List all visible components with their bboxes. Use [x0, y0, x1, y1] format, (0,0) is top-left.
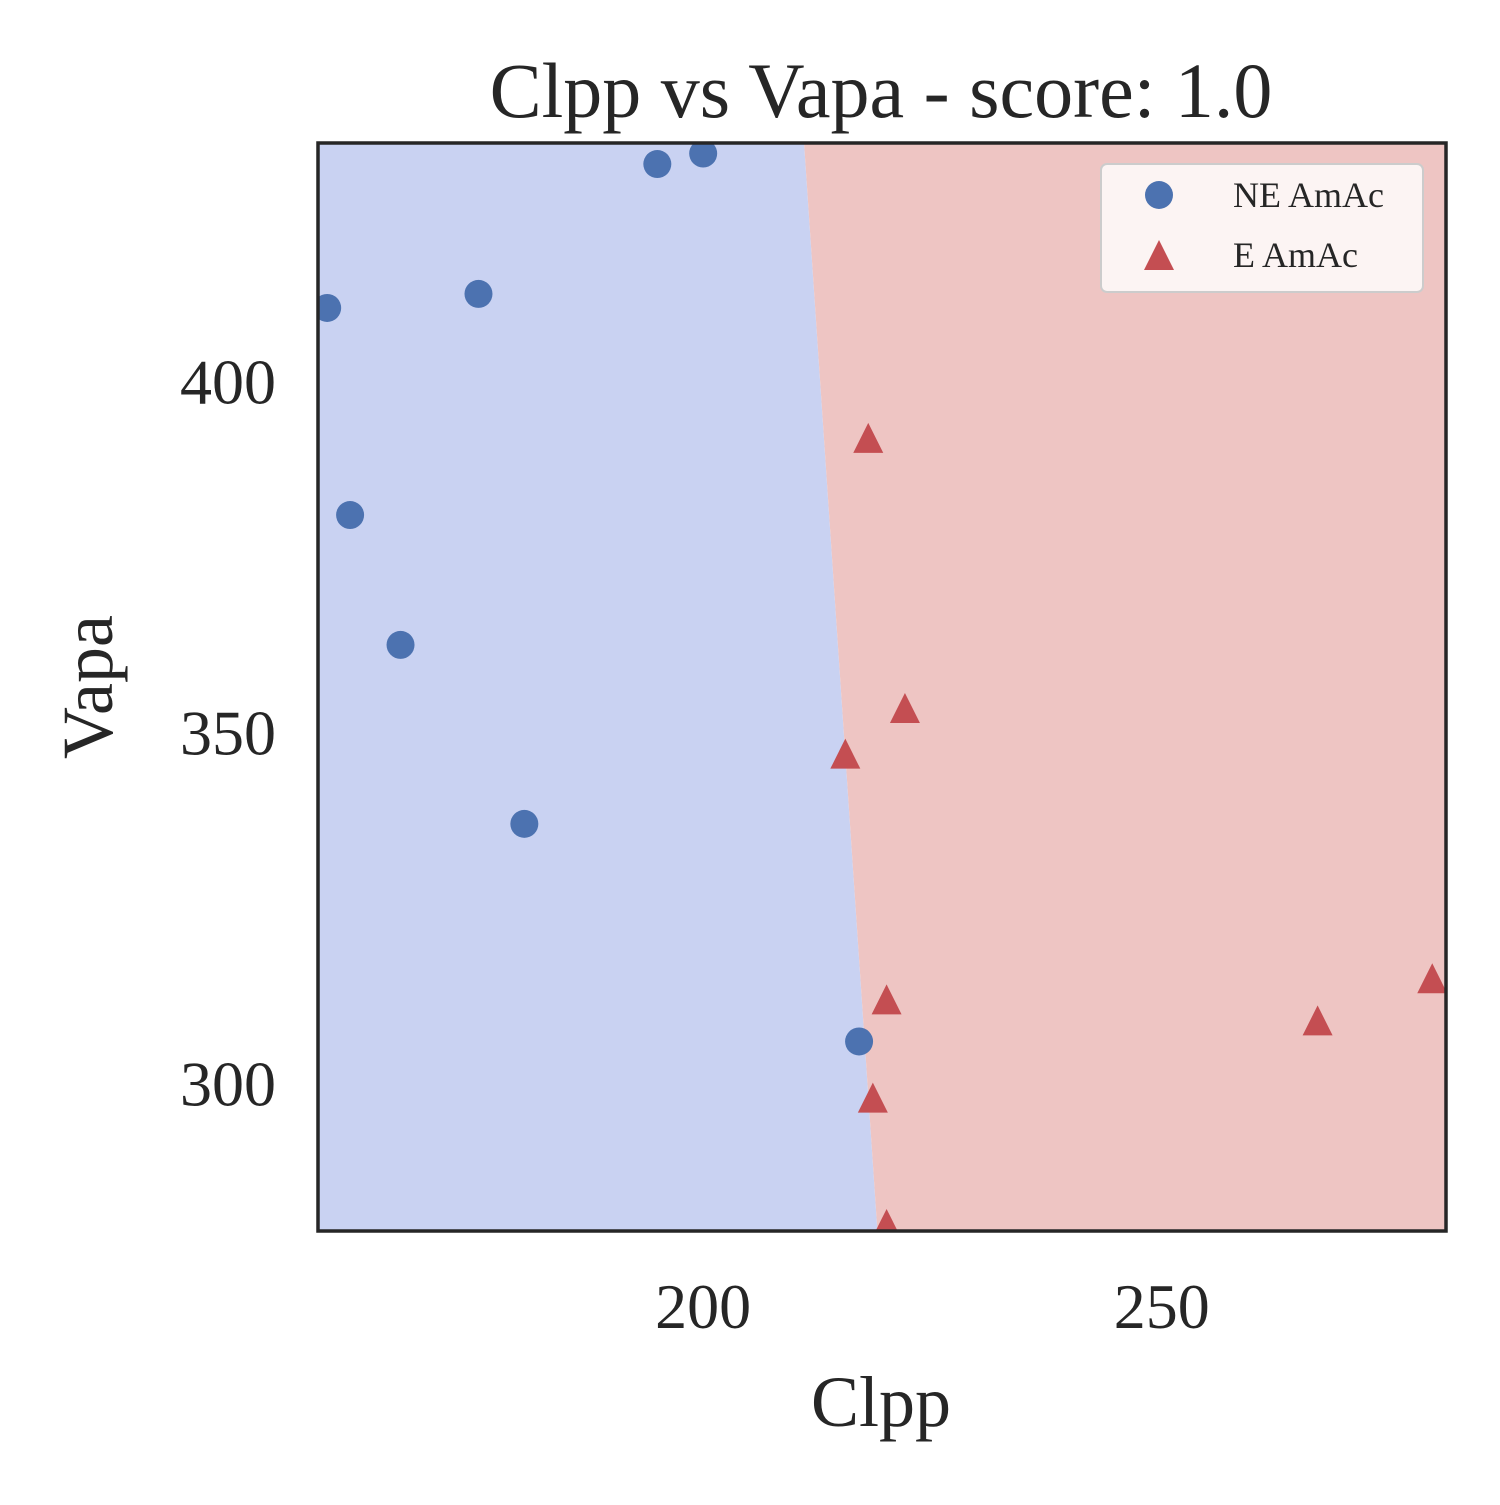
x-tick-label: 250 — [1114, 1271, 1210, 1342]
point-e-amac — [857, 1082, 888, 1113]
point-ne-amac — [336, 501, 365, 530]
x-tick-labels: 200 250 — [655, 1271, 1210, 1342]
point-ne-amac — [318, 293, 342, 322]
legend-label: E AmAc — [1233, 235, 1358, 275]
legend-box — [1100, 163, 1424, 293]
chart-title: Clpp vs Vapa - score: 1.0 — [490, 47, 1273, 134]
y-axis-label: Vapa — [48, 615, 128, 759]
y-tick-labels: 300 350 400 — [180, 347, 276, 1120]
point-e-amac — [830, 738, 861, 769]
y-tick-label: 350 — [180, 698, 276, 769]
point-e-amac — [875, 1208, 898, 1231]
data-points — [318, 143, 1446, 1231]
x-tick-label: 200 — [655, 1271, 751, 1342]
legend: NE AmAc E AmAc — [1100, 163, 1424, 293]
point-e-amac — [1302, 1005, 1333, 1036]
legend-marker-circle — [1145, 181, 1173, 209]
x-axis-label: Clpp — [811, 1362, 951, 1442]
point-ne-amac — [386, 630, 415, 659]
point-e-amac — [1417, 963, 1446, 994]
point-ne-amac — [464, 279, 493, 308]
plot-area — [316, 141, 1448, 1233]
point-e-amac — [871, 984, 902, 1015]
y-tick-label: 300 — [180, 1049, 276, 1120]
point-e-amac — [889, 693, 920, 724]
region-ne-amac — [318, 143, 878, 1231]
legend-label: NE AmAc — [1233, 175, 1384, 215]
legend-marker-triangle — [1144, 240, 1174, 270]
point-ne-amac — [510, 809, 539, 838]
point-ne-amac — [845, 1027, 874, 1056]
point-ne-amac — [689, 143, 718, 168]
region-e-amac — [804, 143, 1446, 1231]
plot-frame — [316, 141, 1448, 1233]
point-e-amac — [853, 422, 884, 453]
point-ne-amac — [643, 150, 672, 179]
y-tick-label: 400 — [180, 347, 276, 418]
